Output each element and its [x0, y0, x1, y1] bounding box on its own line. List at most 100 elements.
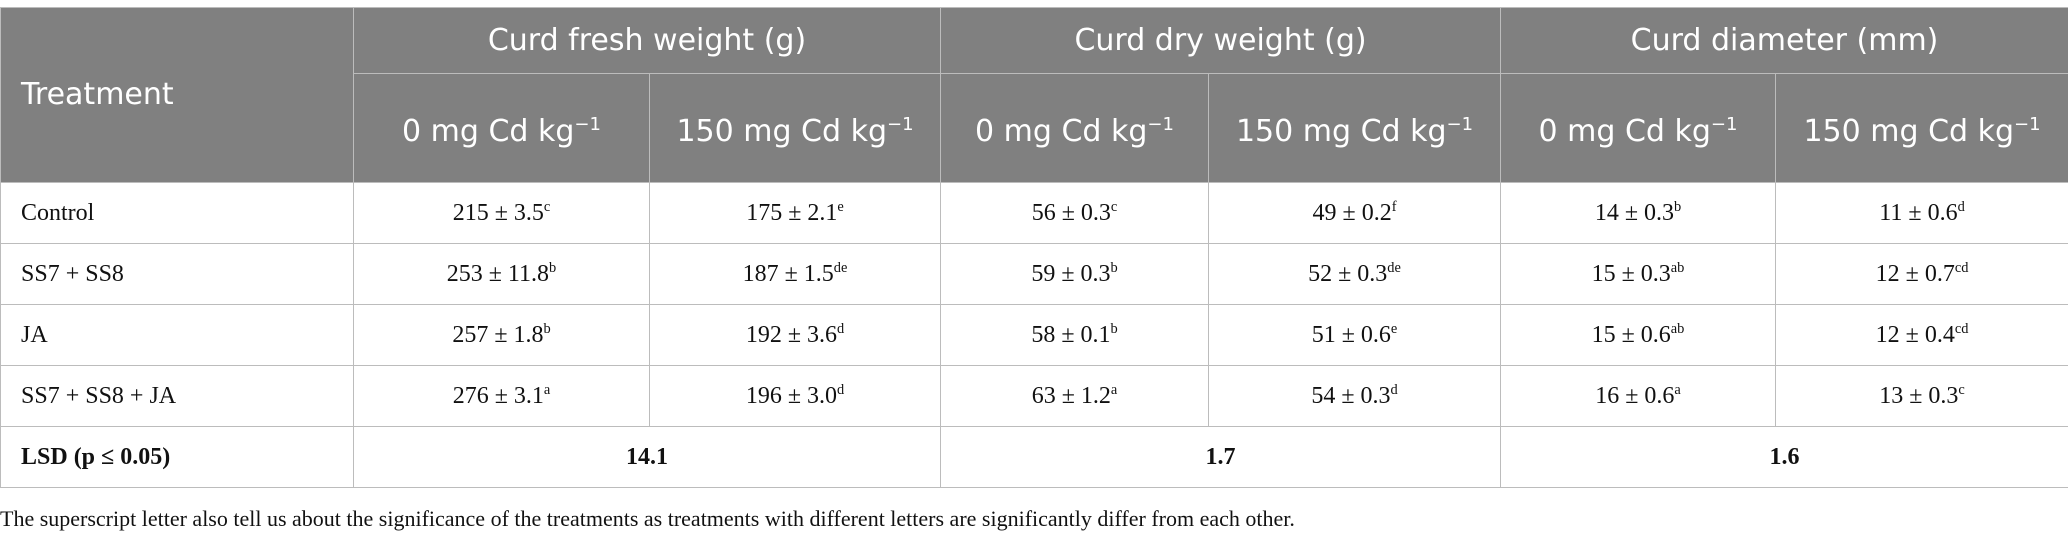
value-sup: c	[1958, 382, 1965, 398]
value-cell: 16 ± 0.6a	[1500, 365, 1777, 427]
sub-header-text: 150 mg Cd kg	[1803, 113, 2015, 149]
value-cell: 276 ± 3.1a	[353, 365, 650, 427]
value-text: 15 ± 0.3	[1591, 261, 1671, 287]
treatment-cell: SS7 + SS8	[0, 243, 354, 305]
sub-header-sup: −1	[2014, 113, 2041, 135]
group-header: Curd diameter (mm)	[1500, 7, 2068, 74]
sub-header-text: 0 mg Cd kg	[1538, 113, 1711, 149]
value-text: 253 ± 11.8	[446, 261, 550, 287]
value-sup: cd	[1954, 260, 1969, 276]
value-sup: cd	[1954, 321, 1969, 337]
value-cell: 196 ± 3.0d	[648, 365, 942, 427]
value-text: 58 ± 0.1	[1031, 322, 1111, 348]
value-sup: ab	[1670, 321, 1685, 337]
value-cell: 51 ± 0.6e	[1208, 304, 1502, 366]
value-text: 175 ± 2.1	[746, 200, 838, 226]
value-cell: 52 ± 0.3de	[1208, 243, 1502, 305]
value-cell: 56 ± 0.3c	[940, 182, 1210, 244]
footnote: The superscript letter also tell us abou…	[0, 506, 1295, 531]
table-row: Control 215 ± 3.5c 175 ± 2.1e 56 ± 0.3c 49 ±…	[0, 182, 2068, 244]
value-sup: d	[836, 382, 845, 398]
value-sup: b	[1674, 199, 1682, 215]
value-text: 12 ± 0.4	[1875, 322, 1955, 348]
sub-header: 150 mg Cd kg−1	[1775, 73, 2068, 183]
table-row: SS7 + SS8 253 ± 11.8b 187 ± 1.5de 59 ± 0.3b…	[0, 243, 2068, 305]
value-sup: b	[1110, 321, 1118, 337]
value-cell: 15 ± 0.6ab	[1500, 304, 1777, 366]
sub-header: 150 mg Cd kg−1	[648, 73, 942, 183]
value-sup: de	[1387, 260, 1401, 276]
sub-header-sup: −1	[1710, 113, 1738, 135]
value-sup: c	[543, 199, 551, 215]
value-sup: ab	[1670, 260, 1685, 276]
sub-header-text: 0 mg Cd kg	[975, 113, 1148, 149]
value-cell: 13 ± 0.3c	[1775, 365, 2068, 427]
value-cell: 257 ± 1.8b	[353, 304, 650, 366]
sub-header-sup: −1	[887, 113, 914, 135]
value-text: 196 ± 3.0	[745, 383, 837, 409]
value-text: 276 ± 3.1	[452, 383, 544, 409]
group-header: Curd fresh weight (g)	[352, 7, 942, 74]
lsd-label: LSD (p ≤ 0.05)	[0, 426, 354, 488]
value-cell: 11 ± 0.6d	[1775, 182, 2068, 244]
value-text: 187 ± 1.5	[742, 261, 834, 287]
lsd-value: 1.6	[1500, 426, 2068, 488]
value-text: 56 ± 0.3	[1031, 200, 1111, 226]
value-sup: b	[543, 321, 551, 337]
value-text: 54 ± 0.3	[1311, 383, 1391, 409]
value-sup: d	[1390, 382, 1398, 398]
group-header: Curd dry weight (g)	[940, 7, 1502, 74]
value-cell: 63 ± 1.2a	[940, 365, 1210, 427]
value-text: 11 ± 0.6	[1879, 200, 1958, 226]
value-cell: 215 ± 3.5c	[353, 182, 650, 244]
value-text: 12 ± 0.7	[1875, 261, 1955, 287]
treatment-cell: Control	[0, 182, 354, 244]
table-header: Treatment Curd fresh weight (g) Curd dry w…	[0, 7, 2068, 183]
treatment-header: Treatment	[0, 7, 354, 183]
sub-header-sup: −1	[1446, 113, 1474, 135]
sub-header: 0 mg Cd kg−1	[353, 73, 650, 183]
sub-header: 0 mg Cd kg−1	[940, 73, 1210, 183]
value-sup: d	[836, 321, 845, 337]
sub-header-text: 150 mg Cd kg	[676, 113, 887, 149]
value-text: 52 ± 0.3	[1308, 261, 1388, 287]
value-sup: e	[1390, 321, 1398, 337]
value-sup: b	[549, 260, 557, 276]
sub-header-text: 0 mg Cd kg	[402, 113, 575, 149]
sub-header: 0 mg Cd kg−1	[1500, 73, 1777, 183]
sub-header-sup: −1	[574, 113, 601, 135]
treatment-cell: JA	[0, 304, 354, 366]
table-row: SS7 + SS8 + JA 276 ± 3.1a 196 ± 3.0d 63 ± 1…	[0, 365, 2068, 427]
value-cell: 175 ± 2.1e	[648, 182, 942, 244]
sub-header: 150 mg Cd kg−1	[1208, 73, 1502, 183]
value-text: 192 ± 3.6	[745, 322, 837, 348]
value-cell: 54 ± 0.3d	[1208, 365, 1502, 427]
table-row: JA 257 ± 1.8b 192 ± 3.6d 58 ± 0.1b 51 ± 0.6e…	[0, 304, 2068, 366]
value-text: 15 ± 0.6	[1591, 322, 1671, 348]
table-body: Control 215 ± 3.5c 175 ± 2.1e 56 ± 0.3c 49 ±…	[0, 182, 2068, 488]
value-cell: 12 ± 0.7cd	[1775, 243, 2068, 305]
value-sup: d	[1957, 199, 1965, 215]
value-cell: 187 ± 1.5de	[648, 243, 942, 305]
value-sup: f	[1391, 199, 1397, 215]
lsd-value: 1.7	[940, 426, 1502, 488]
value-sup: a	[543, 382, 551, 398]
value-text: 257 ± 1.8	[452, 322, 544, 348]
value-cell: 253 ± 11.8b	[353, 243, 650, 305]
value-cell: 15 ± 0.3ab	[1500, 243, 1777, 305]
treatment-cell: SS7 + SS8 + JA	[0, 365, 354, 427]
value-sup: a	[1110, 382, 1118, 398]
value-cell: 59 ± 0.3b	[940, 243, 1210, 305]
value-text: 16 ± 0.6	[1595, 383, 1675, 409]
value-text: 63 ± 1.2	[1031, 383, 1111, 409]
value-cell: 14 ± 0.3b	[1500, 182, 1777, 244]
value-text: 14 ± 0.3	[1594, 200, 1674, 226]
value-text: 13 ± 0.3	[1879, 383, 1959, 409]
value-text: 51 ± 0.6	[1311, 322, 1391, 348]
value-sup: de	[833, 260, 848, 276]
sub-header-sup: −1	[1147, 113, 1174, 135]
sub-header-text: 150 mg Cd kg	[1235, 113, 1447, 149]
value-cell: 12 ± 0.4cd	[1775, 304, 2068, 366]
value-cell: 192 ± 3.6d	[648, 304, 942, 366]
